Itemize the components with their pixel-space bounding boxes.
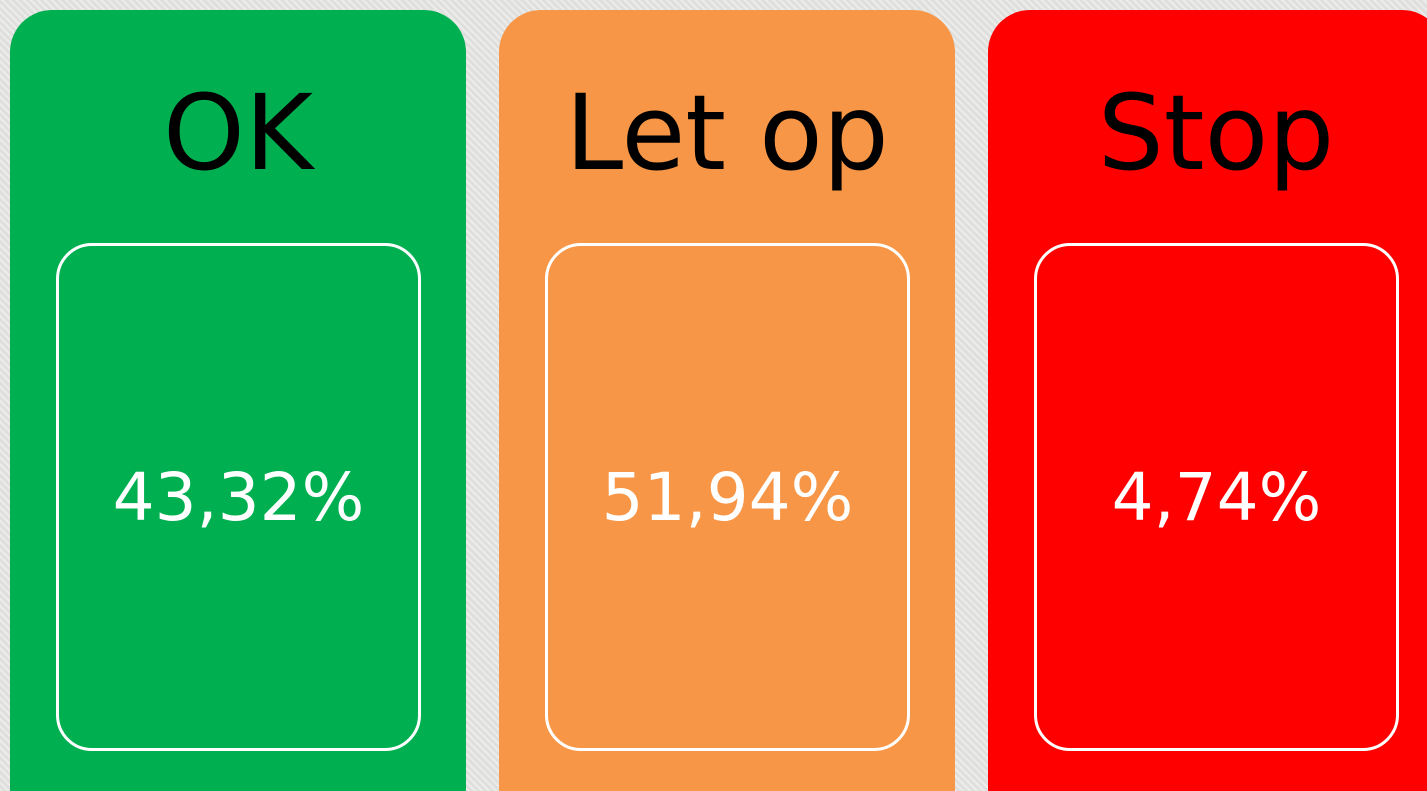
card-value: 4,74% [1111,459,1322,536]
card-title: OK [162,72,314,194]
card-value: 43,32% [112,459,365,536]
value-box: 4,74% [1034,243,1399,751]
card-value: 51,94% [601,459,854,536]
card-title: Stop [1097,72,1335,194]
status-card: Let op 51,94% [499,10,955,791]
value-box: 51,94% [545,243,910,751]
card-title: Let op [565,72,889,194]
value-box: 43,32% [56,243,421,751]
status-card: OK 43,32% [10,10,466,791]
status-card: Stop 4,74% [988,10,1427,791]
